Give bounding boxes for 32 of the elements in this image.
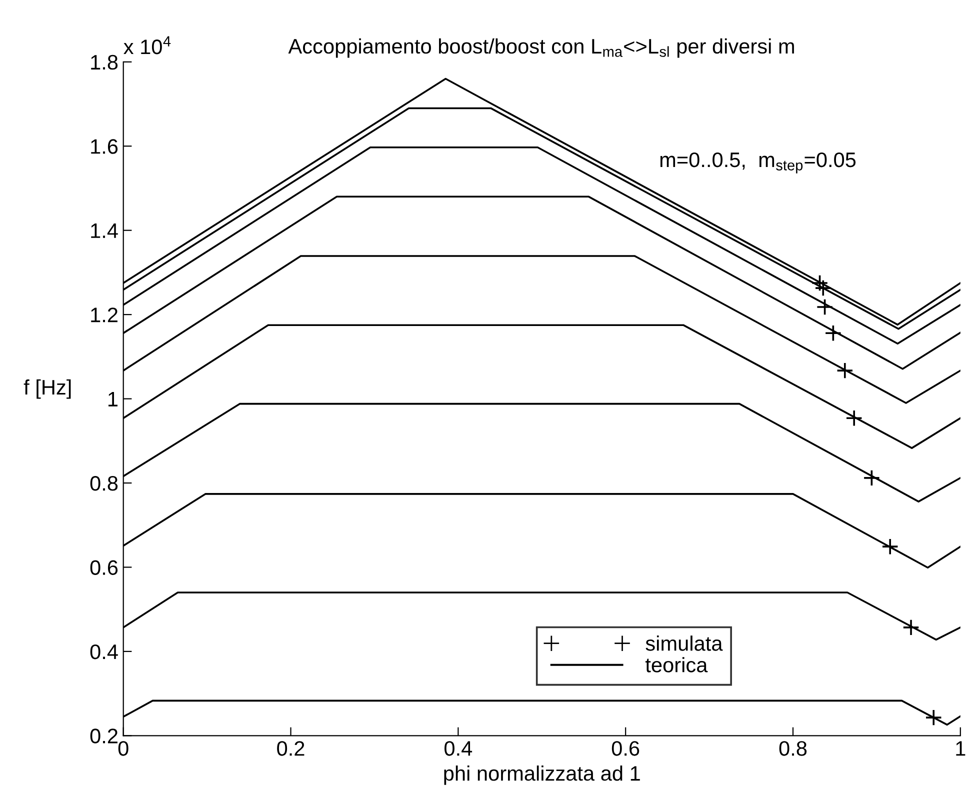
x-tick-label: 0.8 (779, 741, 807, 756)
point (814, 280, 832, 297)
y-axis-title: f [Hz] (24, 379, 71, 399)
text: x 10$^{4}$ (124, 36, 171, 54)
y-tick-label: 1.2 (91, 308, 118, 322)
y-tick-label: 0.4 (90, 644, 118, 660)
legend-label: simulata (646, 636, 723, 651)
point (902, 618, 920, 636)
point (836, 362, 854, 380)
x-tick-label: 1 (956, 741, 966, 756)
y-tick-label: 0.8 (90, 476, 118, 491)
y-tick-label: 0.2 (90, 728, 118, 744)
y-tick-label: 1 (108, 392, 118, 406)
x-tick-label: 0 (118, 741, 128, 756)
point (846, 410, 863, 427)
point (816, 298, 834, 316)
x-axis-title: phi normalizzata ad 1 (444, 765, 640, 785)
legend-label: teorica (645, 657, 708, 672)
annotation: m=0..0.5, m$_{step}$=0.05 (660, 152, 856, 174)
y-tick-label: 1.4 (91, 224, 118, 238)
x-tick-label: 0.4 (444, 741, 472, 756)
point (863, 469, 880, 486)
y-tick-label: 1.6 (91, 139, 118, 154)
point (925, 709, 942, 726)
point (824, 324, 842, 342)
x-tick-label: 0.6 (612, 741, 640, 756)
x-tick-label: 0.2 (277, 741, 304, 756)
y-tick-label: 0.6 (90, 560, 118, 575)
point (811, 274, 828, 292)
y-tick-label: 1.8 (91, 54, 118, 70)
point (882, 538, 899, 556)
chart-title: Accoppiamento boost/boost con L$_{ma}$<>L$_{sl}$ per diversi m (288, 38, 794, 58)
